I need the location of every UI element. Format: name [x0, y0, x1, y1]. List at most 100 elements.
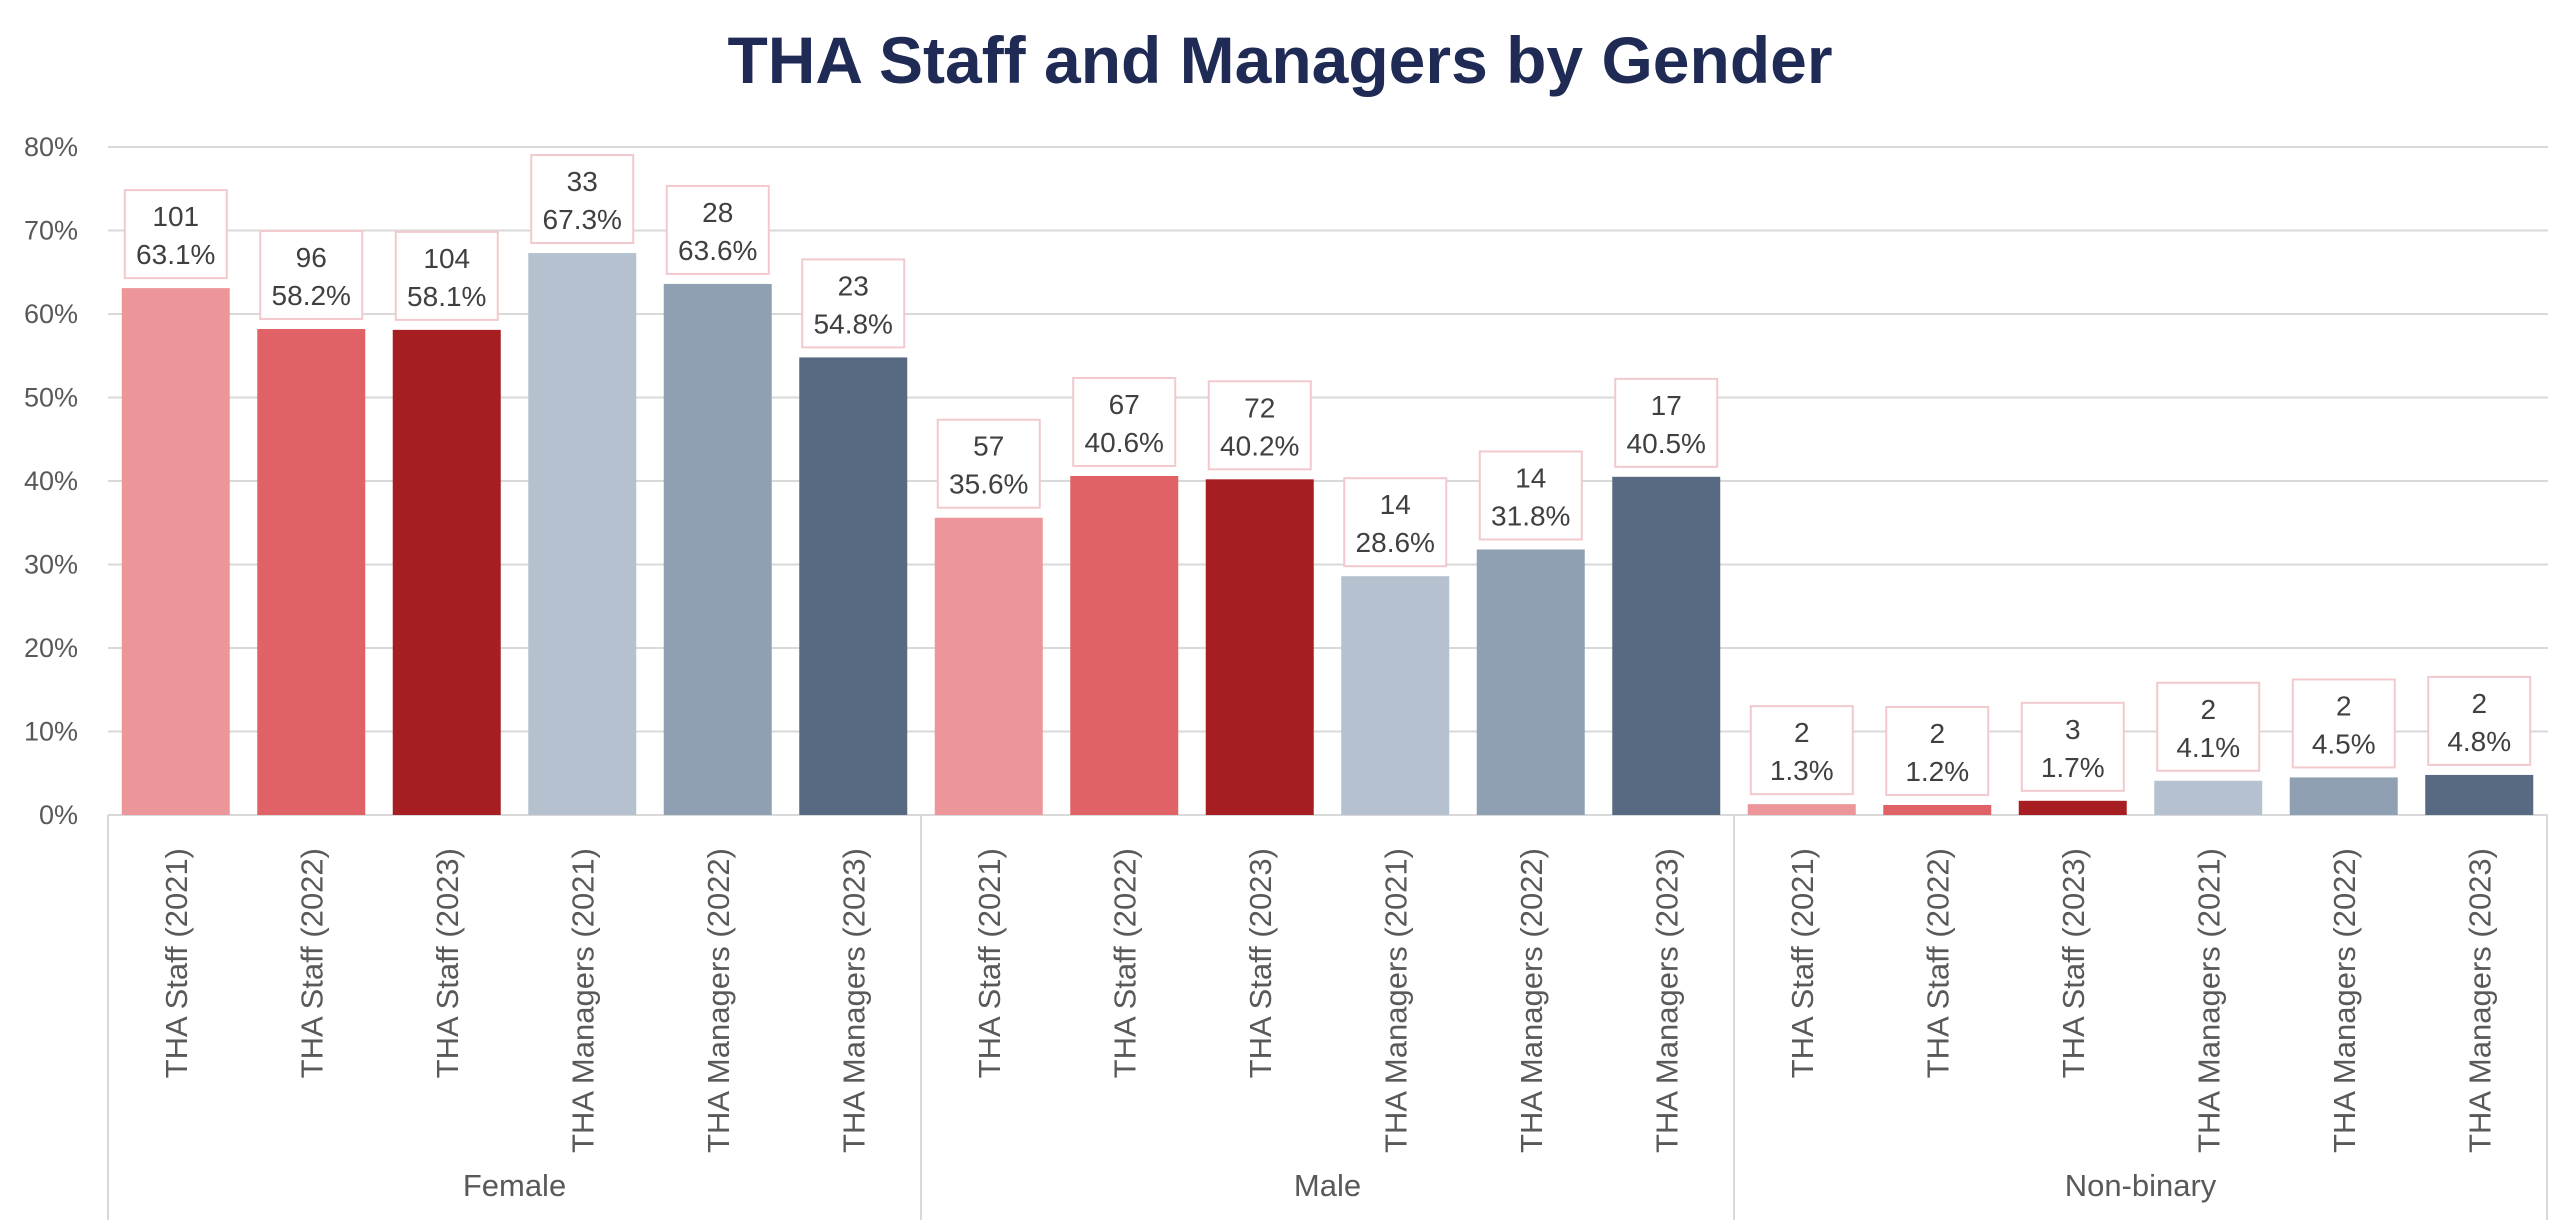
category-label: THA Staff (2021) — [972, 848, 1007, 1078]
bar[interactable] — [1747, 804, 1856, 815]
data-label-count: 14 — [1380, 489, 1411, 520]
data-label-count: 57 — [973, 431, 1004, 462]
category-label: THA Staff (2022) — [1920, 848, 1955, 1078]
bar[interactable] — [1476, 549, 1585, 815]
y-tick-label: 70% — [24, 216, 78, 246]
bar[interactable] — [1883, 804, 1992, 815]
data-label-box — [1614, 377, 1719, 468]
data-label-box — [936, 418, 1041, 509]
data-label-count: 2 — [2200, 694, 2216, 725]
category-label: THA Managers (2021) — [565, 848, 600, 1153]
bar[interactable] — [257, 329, 366, 815]
data-label-box — [123, 189, 228, 280]
data-label-percent: 63.1% — [136, 239, 215, 270]
y-tick-label: 10% — [24, 717, 78, 747]
data-label-percent: 67.3% — [543, 204, 622, 235]
data-label-box — [1885, 705, 1990, 796]
data-label-percent: 28.6% — [1356, 527, 1435, 558]
data-label-count: 23 — [838, 270, 869, 301]
group-label-non-binary: Non-binary — [2065, 1168, 2217, 1203]
data-label-percent: 1.2% — [1905, 756, 1969, 787]
y-tick-label: 30% — [24, 550, 78, 580]
data-label-percent: 1.7% — [2041, 752, 2105, 783]
data-label-box — [2020, 701, 2125, 792]
data-label-percent: 40.6% — [1085, 427, 1164, 458]
data-label-count: 28 — [702, 197, 733, 228]
data-label-box — [1478, 450, 1583, 541]
data-label-percent: 4.8% — [2447, 726, 2511, 757]
y-tick-label: 20% — [24, 633, 78, 663]
data-label-count: 2 — [2471, 688, 2487, 719]
category-label: THA Staff (2021) — [159, 848, 194, 1078]
data-label-percent: 4.5% — [2312, 728, 2376, 759]
category-label: THA Staff (2023) — [1243, 848, 1278, 1078]
data-label-count: 72 — [1244, 392, 1275, 423]
category-label: THA Managers (2021) — [1378, 848, 1413, 1153]
bar[interactable] — [1205, 479, 1314, 815]
data-label-percent: 1.3% — [1770, 755, 1834, 786]
group-label-male: Male — [1294, 1168, 1361, 1203]
data-label-percent: 58.2% — [272, 280, 351, 311]
y-tick-label: 80% — [24, 132, 78, 162]
bar[interactable] — [2425, 774, 2534, 815]
bar[interactable] — [1341, 576, 1450, 815]
data-label-box — [394, 230, 499, 321]
data-label-box — [1343, 477, 1448, 568]
data-label-box — [530, 154, 635, 245]
bar[interactable] — [1070, 475, 1179, 815]
data-label-box — [259, 230, 364, 321]
data-label-box — [1072, 376, 1177, 467]
bar[interactable] — [2154, 780, 2263, 815]
data-label-count: 3 — [2065, 714, 2081, 745]
category-label: THA Staff (2021) — [1785, 848, 1820, 1078]
data-label-count: 2 — [2336, 690, 2352, 721]
data-label-box — [801, 258, 906, 349]
category-label: THA Managers (2023) — [836, 848, 871, 1153]
bar[interactable] — [934, 517, 1043, 815]
data-label-box — [2156, 681, 2261, 772]
category-label: THA Managers (2022) — [1514, 848, 1549, 1153]
data-label-count: 17 — [1651, 390, 1682, 421]
data-label-percent: 63.6% — [678, 235, 757, 266]
bar[interactable] — [528, 253, 637, 816]
data-label-percent: 40.2% — [1220, 430, 1299, 461]
bar[interactable] — [392, 329, 501, 815]
data-label-percent: 54.8% — [814, 308, 893, 339]
data-label-box — [1207, 380, 1312, 471]
category-label: THA Staff (2022) — [1107, 848, 1142, 1078]
category-label: THA Managers (2023) — [1649, 848, 1684, 1153]
y-tick-label: 40% — [24, 466, 78, 496]
chart-title: THA Staff and Managers by Gender — [727, 23, 1833, 97]
data-label-count: 2 — [1794, 717, 1810, 748]
data-label-count: 2 — [1929, 718, 1945, 749]
data-label-count: 101 — [152, 201, 199, 232]
bar[interactable] — [2289, 777, 2398, 815]
data-label-percent: 4.1% — [2176, 732, 2240, 763]
y-tick-label: 60% — [24, 299, 78, 329]
data-label-count: 67 — [1109, 389, 1140, 420]
category-label: THA Managers (2023) — [2462, 848, 2497, 1153]
category-label: THA Managers (2022) — [701, 848, 736, 1153]
bar[interactable] — [799, 357, 908, 815]
bar[interactable] — [2018, 800, 2127, 815]
bar[interactable] — [663, 283, 772, 815]
data-label-box — [665, 184, 770, 275]
data-label-box — [2427, 675, 2532, 766]
data-label-count: 104 — [423, 243, 470, 274]
data-label-percent: 35.6% — [949, 469, 1028, 500]
data-label-count: 96 — [296, 242, 327, 273]
category-label: THA Managers (2022) — [2327, 848, 2362, 1153]
data-label-box — [2291, 678, 2396, 769]
y-tick-label: 0% — [39, 800, 78, 830]
bar[interactable] — [1612, 476, 1721, 815]
category-label: THA Staff (2023) — [430, 848, 465, 1078]
bar[interactable] — [121, 288, 230, 815]
data-label-count: 33 — [567, 166, 598, 197]
y-tick-label: 50% — [24, 383, 78, 413]
category-label: THA Staff (2022) — [294, 848, 329, 1078]
data-label-percent: 40.5% — [1627, 428, 1706, 459]
data-label-percent: 31.8% — [1491, 500, 1570, 531]
data-label-count: 14 — [1515, 462, 1546, 493]
